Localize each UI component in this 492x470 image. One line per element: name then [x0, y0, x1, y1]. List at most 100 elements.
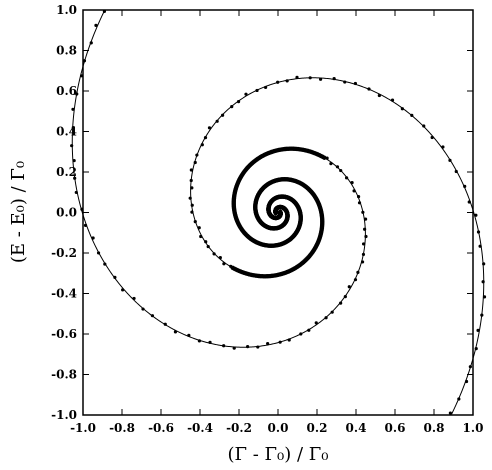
scatter-point: [208, 340, 212, 344]
scatter-point: [229, 264, 233, 268]
y-axis-ticks: 1.00.80.60.40.20.0-0.2-0.4-0.6-0.8-1.0: [51, 3, 473, 422]
scatter-point: [71, 125, 75, 130]
scatter-point: [353, 81, 358, 86]
scatter-point: [352, 189, 356, 193]
x-tick-label: 0.2: [307, 421, 328, 435]
scatter-point: [102, 9, 107, 13]
scatter-point: [263, 85, 268, 90]
scatter-point: [448, 158, 452, 162]
scatter-point: [330, 310, 334, 314]
scatter-point: [307, 328, 311, 332]
scatter-point: [476, 230, 481, 234]
scatter-point: [339, 168, 343, 173]
scatter-point: [207, 126, 212, 130]
y-tick-label: -0.2: [51, 246, 77, 260]
scatter-point: [364, 234, 368, 239]
scatter-point: [361, 210, 365, 214]
scatter-point: [308, 76, 312, 80]
y-tick-label: 0.2: [56, 165, 77, 179]
scatter-point: [256, 345, 260, 349]
scatter-point: [482, 295, 487, 299]
scatter-point: [464, 379, 469, 384]
scatter-point: [430, 135, 434, 140]
scatter-points: [70, 9, 487, 415]
scatter-point: [200, 143, 204, 147]
scatter-point: [335, 165, 340, 169]
scatter-point: [481, 280, 485, 284]
scatter-point: [189, 168, 193, 172]
scatter-point: [325, 156, 329, 160]
scatter-point: [232, 346, 236, 350]
scatter-point: [480, 313, 484, 317]
y-tick-label: -0.4: [51, 287, 77, 301]
scatter-point: [266, 341, 270, 346]
scatter-point: [357, 201, 362, 205]
scatter-point: [96, 251, 101, 255]
scatter-point: [474, 347, 478, 351]
x-tick-label: 1.0: [463, 421, 484, 435]
scatter-point: [344, 176, 349, 180]
scatter-point: [329, 162, 333, 166]
scatter-point: [89, 41, 93, 45]
scatter-point: [314, 321, 318, 325]
scatter-point: [361, 242, 366, 246]
scatter-point: [113, 275, 117, 280]
y-tick-label: 1.0: [56, 3, 77, 17]
scatter-point: [468, 365, 472, 369]
scatter-point: [71, 107, 75, 111]
scatter-point: [353, 278, 358, 282]
scatter-point: [73, 176, 77, 180]
scatter-point: [79, 74, 84, 78]
scatter-point: [236, 100, 241, 104]
scatter-point: [287, 338, 291, 342]
scatter-point: [132, 296, 136, 301]
scatter-point: [441, 145, 445, 149]
scatter-point: [197, 339, 201, 343]
y-axis-label: (E - E₀) / Γ₀: [8, 161, 29, 263]
scatter-point: [400, 107, 404, 111]
scatter-point: [347, 285, 351, 289]
scatter-point: [163, 322, 167, 326]
scatter-point: [295, 75, 299, 79]
scatter-point: [203, 136, 208, 140]
scatter-point: [230, 105, 234, 109]
y-tick-label: -1.0: [51, 408, 77, 422]
scatter-point: [83, 223, 88, 228]
x-tick-label: 0.8: [424, 421, 445, 435]
scatter-point: [255, 88, 259, 93]
scatter-point: [454, 169, 458, 174]
scatter-point: [150, 314, 155, 318]
scatter-point: [390, 98, 395, 102]
scatter-point: [193, 160, 197, 165]
x-tick-label: -0.6: [148, 421, 174, 435]
scatter-point: [212, 252, 216, 256]
scatter-point: [72, 158, 76, 163]
scatter-point: [75, 92, 79, 96]
scatter-point: [448, 411, 452, 415]
scatter-point: [82, 59, 87, 63]
scatter-point: [467, 200, 471, 204]
scatter-point: [190, 210, 194, 214]
y-tick-label: 0.6: [56, 84, 77, 98]
scatter-point: [246, 344, 250, 349]
scatter-point: [360, 260, 365, 264]
scatter-point: [222, 344, 226, 348]
scatter-point: [463, 184, 467, 188]
scatter-point: [173, 330, 178, 334]
x-tick-label: -0.4: [187, 421, 213, 435]
scatter-point: [199, 234, 203, 239]
scatter-point: [80, 207, 84, 211]
scatter-point: [343, 80, 347, 84]
y-tick-label: -0.8: [51, 368, 77, 382]
scatter-point: [70, 144, 74, 148]
x-tick-label: 0.4: [346, 421, 367, 435]
scatter-point: [141, 307, 145, 311]
scatter-point: [193, 220, 197, 224]
scatter-point: [363, 217, 368, 221]
x-tick-label: 0.0: [268, 421, 289, 435]
scatter-point: [121, 288, 125, 292]
scatter-point: [474, 213, 478, 217]
scatter-point: [356, 195, 361, 199]
scatter-point: [218, 255, 222, 260]
